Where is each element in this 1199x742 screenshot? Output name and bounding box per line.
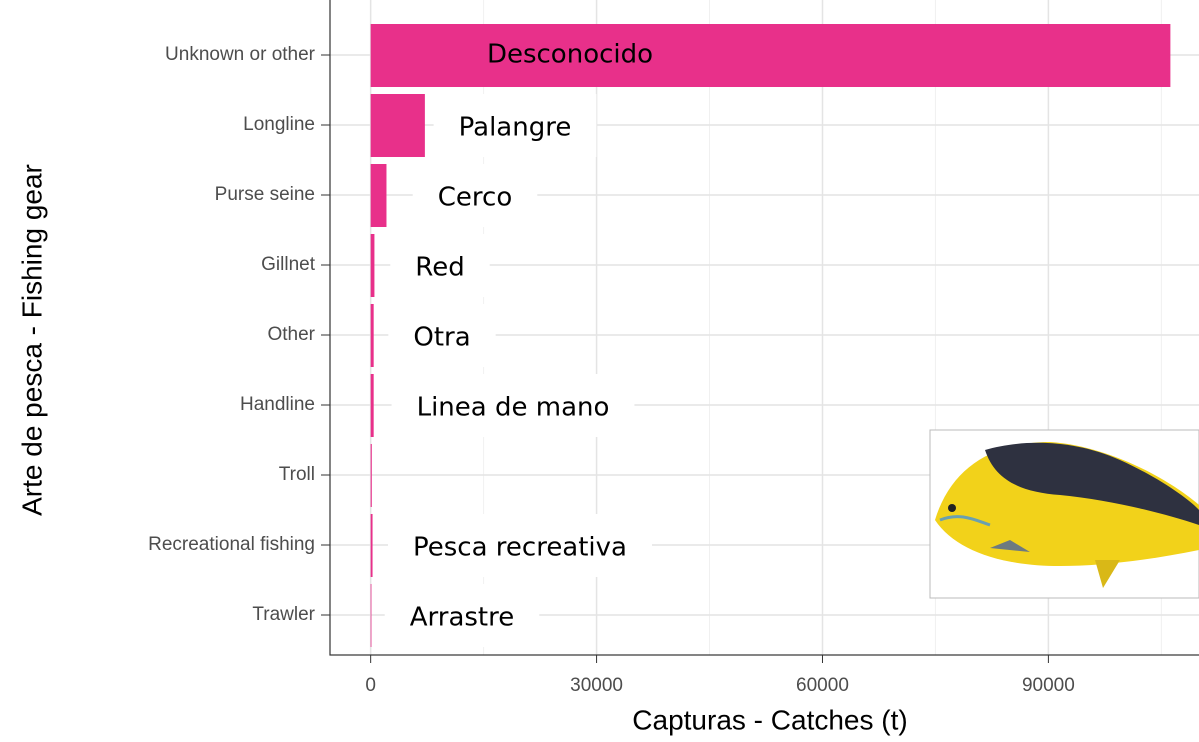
panel-border bbox=[329, 0, 1199, 656]
bar-label: Palangre bbox=[459, 113, 572, 143]
bar bbox=[370, 234, 375, 297]
bar bbox=[370, 24, 1171, 87]
bar bbox=[370, 444, 372, 507]
x-tick-label: 30000 bbox=[570, 675, 623, 696]
bar-label: Pesca recreativa bbox=[413, 533, 627, 563]
bar-label: Cerco bbox=[438, 183, 512, 213]
label-box bbox=[391, 374, 635, 437]
y-tick-label: Gillnet bbox=[261, 254, 316, 275]
y-axis-title: Arte de pesca - Fishing gear bbox=[16, 164, 47, 516]
bar-label: Linea de mano bbox=[417, 393, 610, 423]
x-tick-label: 90000 bbox=[1022, 675, 1075, 696]
bar bbox=[370, 304, 374, 367]
fish-image bbox=[929, 429, 1199, 599]
bar-label: Red bbox=[415, 253, 464, 283]
x-tick-label: 60000 bbox=[796, 675, 849, 696]
y-tick-label: Handline bbox=[240, 394, 315, 415]
x-axis-title: Capturas - Catches (t) bbox=[632, 704, 907, 735]
bar bbox=[370, 94, 425, 157]
bar bbox=[370, 584, 372, 647]
y-tick-label: Trawler bbox=[252, 604, 315, 625]
y-tick-label: Recreational fishing bbox=[148, 534, 315, 555]
bar-label: Otra bbox=[413, 323, 470, 353]
bar bbox=[370, 374, 374, 437]
label-box bbox=[384, 584, 540, 647]
bar-label: Arrastre bbox=[410, 603, 515, 633]
y-tick-label: Other bbox=[267, 324, 315, 345]
bar-label: Desconocido bbox=[487, 40, 653, 70]
y-tick-label: Purse seine bbox=[215, 184, 315, 205]
y-tick-label: Troll bbox=[279, 464, 315, 485]
label-box bbox=[433, 94, 597, 157]
bar bbox=[370, 164, 387, 227]
label-box bbox=[412, 164, 538, 227]
y-tick-label: Longline bbox=[243, 114, 315, 135]
x-tick-label: 0 bbox=[365, 675, 376, 696]
label-box bbox=[388, 514, 652, 577]
bar bbox=[370, 514, 373, 577]
label-box bbox=[390, 234, 490, 297]
label-box bbox=[388, 304, 496, 367]
y-tick-label: Unknown or other bbox=[165, 44, 316, 65]
